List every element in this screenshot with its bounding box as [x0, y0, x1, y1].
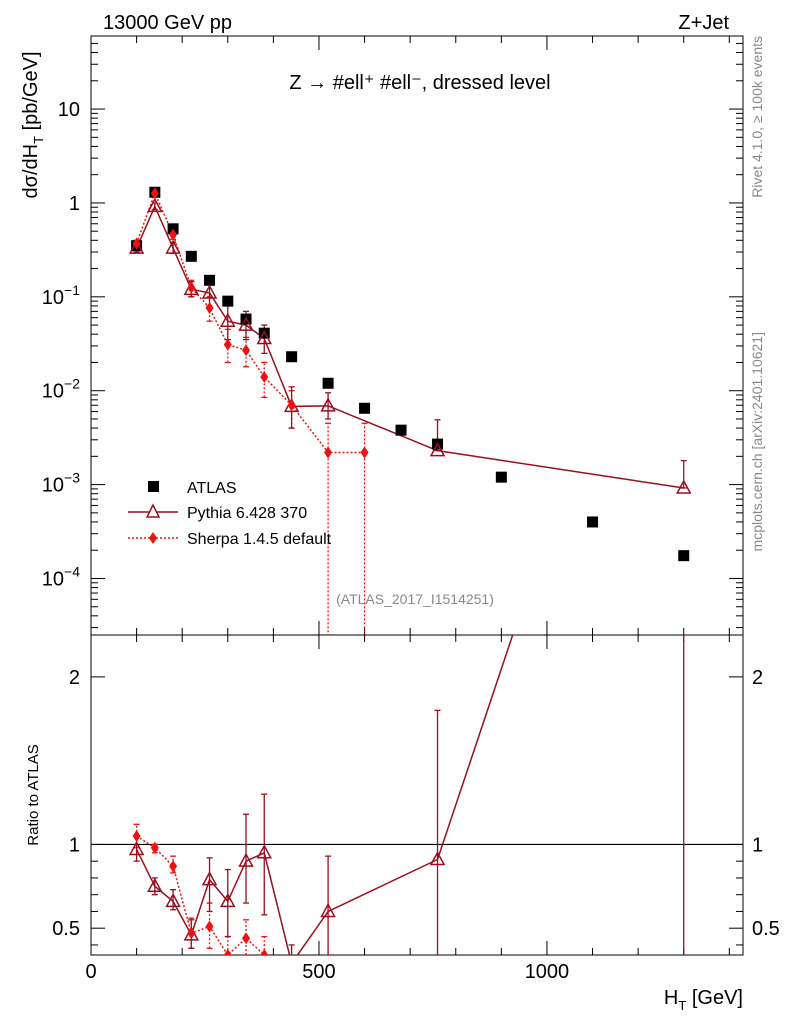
sherpa-point [260, 370, 269, 383]
rivet-version-note: Rivet 4.1.0, ≥ 100k events [749, 36, 765, 198]
legend-atlas-label: ATLAS [187, 480, 237, 497]
atlas-point [678, 550, 690, 562]
ratio-y-tick-label-right: 1 [752, 834, 763, 856]
main-y-tick-label: 10−4 [42, 563, 80, 590]
ratio-y-axis-label: Ratio to ATLAS [25, 744, 42, 845]
main-y-tick-label: 10 [58, 99, 80, 121]
atlas-point [359, 402, 371, 414]
mcplots-note: mcplots.cern.ch [arXiv:2401.10621] [749, 332, 765, 551]
atlas-point [222, 295, 234, 307]
main-y-tick-label: 10−2 [42, 376, 80, 403]
ratio-ticks [90, 635, 743, 955]
ratio-sherpa-point [223, 949, 232, 955]
atlas-point [322, 377, 334, 389]
ratio-y-tick-label-left: 2 [69, 667, 80, 689]
sherpa-point [223, 338, 232, 351]
ratio-pythia-point [147, 877, 163, 893]
atlas-point [286, 351, 298, 363]
main-ticks [90, 35, 743, 635]
ratio-pythia-point [165, 892, 181, 908]
ratio-pythia-point [201, 871, 218, 886]
atlas-point [395, 424, 407, 436]
pythia-point [238, 316, 254, 331]
main-y-axis-label: dσ/dHT [pb/GeV] [20, 51, 46, 198]
main-series [128, 186, 692, 635]
ratio-pythia-point [677, 117, 690, 129]
header-process: Z+Jet [678, 12, 729, 34]
ratio-y-tick-label-right: 2 [752, 667, 763, 689]
ratio-panel: 0.5 0.5 1 1 2 2 0 500 1000 Ratio to ATLAS HT [G… [25, 117, 780, 1013]
x-tick-label: 500 [302, 961, 335, 983]
legend-pythia-label: Pythia 6.428 370 [187, 505, 307, 522]
pythia-point [256, 329, 273, 345]
ratio-pythia-point [429, 850, 446, 866]
ratio-sherpa-point [260, 949, 269, 955]
sherpa-point [150, 187, 159, 200]
pythia-point [429, 442, 446, 457]
ratio-pythia-point [220, 892, 236, 908]
ratio-pythia-point [128, 840, 145, 856]
sherpa-point [132, 237, 141, 250]
main-y-tick-label: 10−1 [42, 282, 80, 309]
pythia-point [165, 239, 181, 254]
sherpa-point [205, 302, 214, 315]
atlas-point [587, 516, 599, 528]
x-axis-label: HT [GeV] [664, 987, 743, 1013]
sherpa-point [169, 228, 178, 241]
main-y-tick-label: 1 [69, 193, 80, 215]
ratio-y-tick-labels: 0.5 0.5 1 1 2 2 [52, 667, 780, 940]
ratio-sherpa-point [187, 927, 196, 940]
pythia-point [128, 239, 145, 254]
atlas-point [185, 250, 197, 262]
x-tick-label: 1000 [525, 961, 570, 983]
ratio-sherpa-point [132, 830, 141, 843]
ratio-pythia-point [256, 844, 273, 859]
main-title: Z → #ell⁺ #ell⁻, dressed level [289, 72, 550, 94]
main-panel: 10 1 10−1 10−2 10−3 10−4 Z → #ell⁺ #ell⁻, dre… [20, 35, 744, 636]
pythia-line [135, 204, 684, 489]
sherpa-point [360, 446, 369, 459]
x-tick-labels: 0 500 1000 [85, 961, 569, 983]
pythia-point [320, 397, 336, 412]
atlas-point [495, 471, 507, 483]
ratio-pythia-point [320, 902, 336, 918]
sherpa-point [242, 344, 251, 357]
x-tick-label: 0 [85, 961, 96, 983]
pythia-point [675, 479, 692, 494]
ratio-series [128, 117, 690, 955]
legend-sherpa-marker [149, 532, 157, 544]
sherpa-line [135, 191, 365, 454]
ratio-sherpa-point [169, 860, 178, 873]
main-y-tick-label: 10−3 [42, 470, 80, 497]
ratio-sherpa-point [205, 920, 214, 933]
legend-atlas-marker [148, 481, 159, 492]
header-energy: 13000 GeV pp [103, 12, 232, 34]
sherpa-point [287, 399, 296, 412]
atlas-point [204, 274, 216, 286]
legend-sherpa-label: Sherpa 1.4.5 default [187, 531, 332, 548]
ratio-y-tick-label-left: 1 [69, 834, 80, 856]
pythia-point [201, 284, 218, 299]
analysis-label: (ATLAS_2017_I1514251) [336, 591, 494, 607]
pythia-point [147, 197, 163, 213]
main-y-tick-labels: 10 1 10−1 10−2 10−3 10−4 [42, 99, 80, 590]
ratio-sherpa-point [150, 841, 159, 854]
legend: ATLAS Pythia 6.428 370 Sherpa 1.4.5 defa… [128, 480, 332, 548]
legend-pythia-marker [145, 503, 161, 518]
sherpa-point [324, 446, 333, 459]
ratio-panel-frame [90, 634, 744, 956]
ratio-y-tick-label-left: 0.5 [52, 918, 80, 940]
sherpa-point [187, 281, 196, 294]
pythia-point [220, 312, 236, 327]
ratio-pythia-point [291, 954, 292, 955]
ratio-sherpa-point [242, 932, 251, 945]
atlas-point [258, 327, 270, 339]
ratio-pythia-point [238, 852, 254, 867]
ratio-y-tick-label-right: 0.5 [752, 918, 780, 940]
